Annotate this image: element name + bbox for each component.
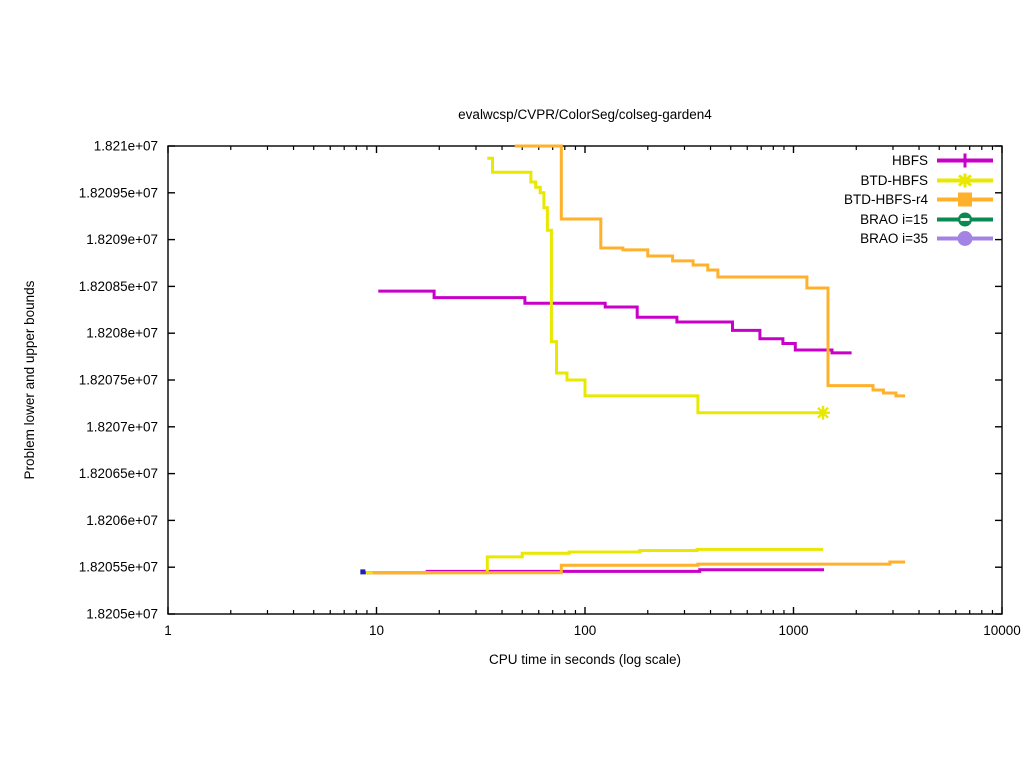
legend-item-btd-hbfs-r4: BTD-HBFS-r4 xyxy=(844,190,993,210)
series-btd-hbfs-r4-upper-bound xyxy=(514,144,906,398)
y-tick-label: 1.821e+07 xyxy=(94,139,158,154)
x-tick-label: 10000 xyxy=(983,623,1021,638)
y-tick-label: 1.8209e+07 xyxy=(86,232,158,247)
y-tick-label: 1.8205e+07 xyxy=(86,607,158,622)
legend-item-brao-i35: BRAO i=35 xyxy=(844,229,993,249)
series-hbfs-upper-bound xyxy=(378,289,852,355)
legend-sample-line-icon xyxy=(937,212,993,227)
legend-sample-line-icon xyxy=(937,231,993,247)
legend-sample-line-icon xyxy=(937,192,993,207)
x-tick-label: 100 xyxy=(574,623,597,638)
btd-hbfs-end-asterisk xyxy=(817,406,829,419)
x-tick-label: 1000 xyxy=(778,623,808,638)
legend: HBFS BTD-HBFS BTD-HBFS-r4 BRAO i=15 BRAO… xyxy=(844,151,993,249)
y-tick-label: 1.8208e+07 xyxy=(86,326,158,341)
legend-label: BTD-HBFS-r4 xyxy=(844,192,928,208)
legend-sample-line-icon xyxy=(937,173,993,188)
legend-label: HBFS xyxy=(891,153,928,169)
y-tick-label: 1.82065e+07 xyxy=(79,466,158,481)
y-tick-label: 1.82085e+07 xyxy=(79,279,158,294)
series-btd-hbfs-upper-bound xyxy=(487,156,823,415)
y-tick-label: 1.82055e+07 xyxy=(79,560,158,575)
legend-label: BTD-HBFS xyxy=(860,172,929,188)
x-tick-label: 10 xyxy=(369,623,384,638)
legend-item-hbfs: HBFS xyxy=(844,151,993,171)
legend-sample-line-icon xyxy=(937,153,993,168)
legend-label: BRAO i=35 xyxy=(860,231,928,247)
legend-label: BRAO i=15 xyxy=(860,211,928,227)
x-tick-label: 1 xyxy=(164,623,172,638)
series-btd-hbfs-r4-lower-bound xyxy=(372,560,906,575)
brao-start-square xyxy=(360,569,366,575)
series-btd-hbfs-lower-bound xyxy=(365,547,823,575)
y-tick-label: 1.8207e+07 xyxy=(86,419,158,434)
y-axis-label: Problem lower and upper bounds xyxy=(22,280,37,480)
legend-item-brao-i15: BRAO i=15 xyxy=(844,210,993,230)
y-tick-label: 1.82095e+07 xyxy=(79,185,158,200)
legend-item-btd-hbfs: BTD-HBFS xyxy=(844,171,993,191)
chart-title: evalwcsp/CVPR/ColorSeg/colseg-garden4 xyxy=(458,107,712,122)
x-axis-label: CPU time in seconds (log scale) xyxy=(488,652,682,667)
y-tick-label: 1.8206e+07 xyxy=(86,513,158,528)
y-tick-label: 1.82075e+07 xyxy=(79,373,158,388)
